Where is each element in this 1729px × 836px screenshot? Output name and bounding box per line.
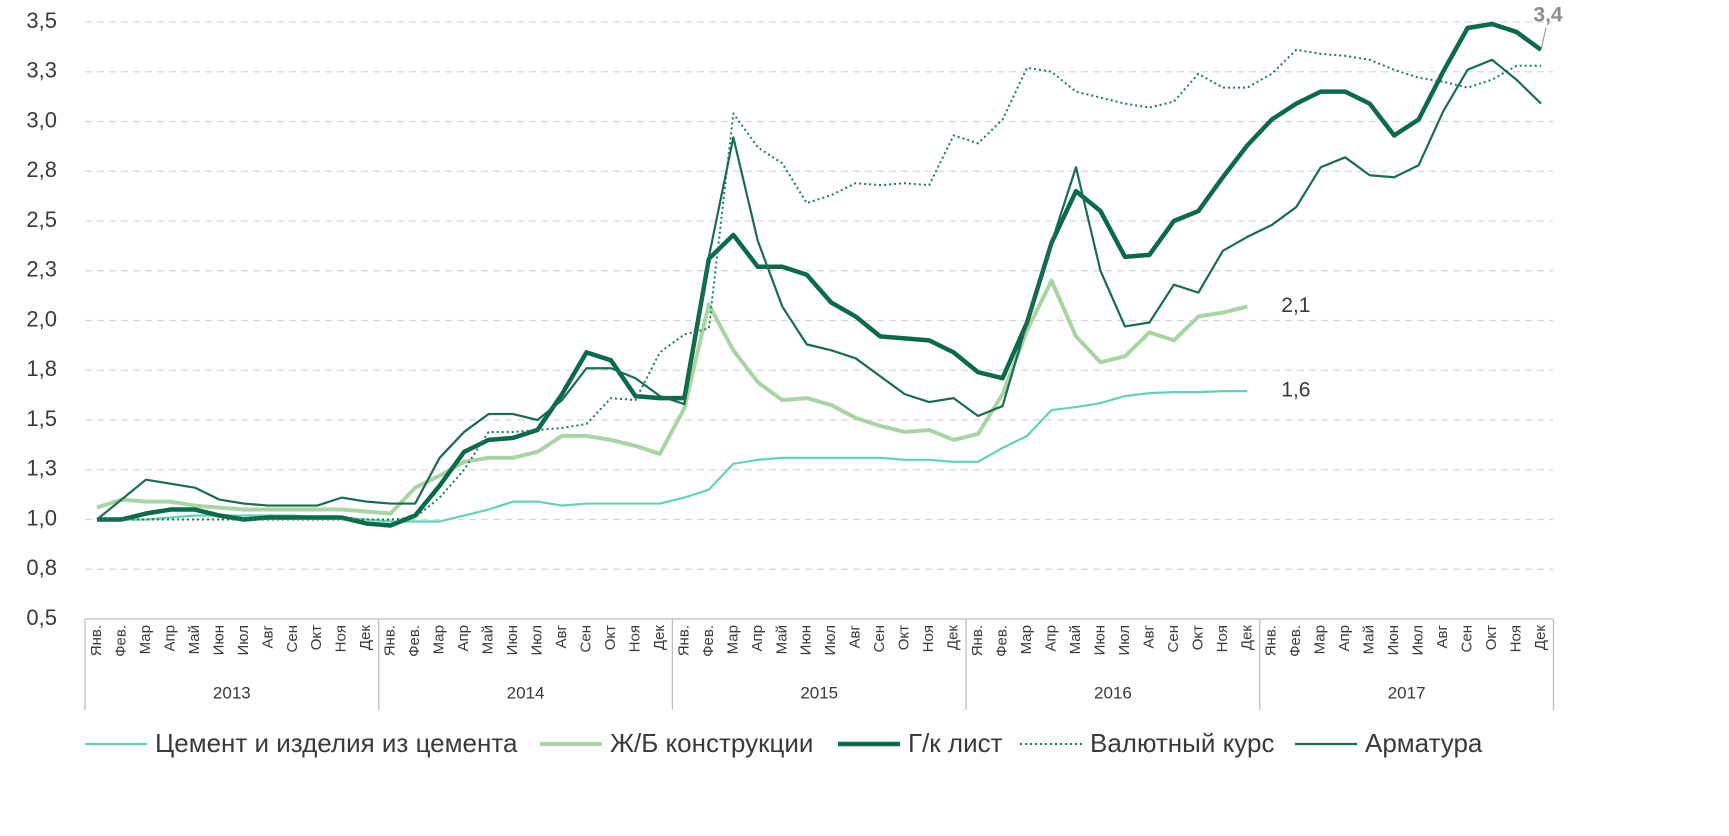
- series-line: [97, 21, 1543, 528]
- x-tick-label: Янв.: [1263, 625, 1280, 656]
- x-tick-label: Мар: [724, 625, 741, 654]
- y-tick-label: 3,3: [26, 58, 57, 83]
- x-tick-label: Окт: [896, 625, 913, 650]
- series-line: [96, 278, 1248, 516]
- x-tick-label: Авг: [553, 624, 570, 648]
- legend-label: Цемент и изделия из цемента: [155, 728, 518, 758]
- series-line: [97, 390, 1248, 523]
- x-tick-label: Мар: [431, 625, 448, 654]
- x-tick-label: Дек: [945, 625, 962, 651]
- x-tick-label: Сен: [871, 625, 888, 652]
- y-tick-label: 1,8: [26, 356, 57, 381]
- x-tick-label: Дек: [651, 625, 668, 651]
- x-tick-label: Янв.: [675, 625, 692, 656]
- x-tick-label: Дек: [1532, 625, 1549, 651]
- legend-label: Ж/Б конструкции: [610, 728, 813, 758]
- legend-label: Валютный курс: [1090, 728, 1274, 758]
- y-tick-label: 1,3: [26, 456, 57, 481]
- x-tick-label: Авг: [847, 624, 864, 648]
- x-tick-label: Май: [1067, 625, 1084, 654]
- x-tick-label: Авг: [1434, 624, 1451, 648]
- x-tick-label: Сен: [1165, 625, 1182, 652]
- x-tick-label: Ноя: [1214, 625, 1231, 652]
- x-tick-label: Май: [773, 625, 790, 654]
- end-label: 2,1: [1281, 294, 1310, 317]
- year-label: 2015: [800, 683, 838, 702]
- x-tick-label: Мар: [137, 625, 154, 654]
- x-tick-label: Апр: [161, 625, 178, 651]
- series-line: [96, 58, 1542, 521]
- y-tick-label: 1,0: [26, 505, 57, 530]
- x-tick-label: Авг: [259, 624, 276, 648]
- x-tick-label: Фев.: [994, 625, 1011, 657]
- x-tick-label: Июн: [504, 625, 521, 655]
- x-tick-label: Ноя: [333, 625, 350, 652]
- x-tick-label: Дек: [1238, 625, 1255, 651]
- x-tick-label: Июл: [529, 625, 546, 655]
- end-label: 1,6: [1281, 379, 1310, 402]
- legend-label: Г/к лист: [908, 728, 1003, 758]
- x-tick-label: Фев.: [700, 625, 717, 657]
- x-tick-label: Окт: [1189, 625, 1206, 650]
- x-tick-label: Апр: [455, 625, 472, 651]
- y-tick-label: 3,0: [26, 107, 57, 132]
- legend-label: Арматура: [1365, 728, 1483, 758]
- x-tick-label: Май: [1361, 625, 1378, 654]
- x-tick-label: Ноя: [1507, 625, 1524, 652]
- y-tick-label: 2,3: [26, 257, 57, 282]
- x-tick-label: Мар: [1312, 625, 1329, 654]
- x-tick-label: Фев.: [112, 625, 129, 657]
- y-tick-label: 2,8: [26, 157, 57, 182]
- x-tick-label: Июл: [235, 625, 252, 655]
- x-tick-label: Сен: [1459, 625, 1476, 652]
- x-tick-label: Июл: [822, 625, 839, 655]
- year-label: 2013: [213, 683, 251, 702]
- y-tick-label: 3,5: [26, 8, 57, 33]
- x-tick-label: Фев.: [406, 625, 423, 657]
- y-tick-label: 2,0: [26, 306, 57, 331]
- x-tick-label: Май: [186, 625, 203, 654]
- x-tick-label: Июн: [798, 625, 815, 655]
- x-tick-label: Июл: [1116, 625, 1133, 655]
- x-tick-label: Июн: [1385, 625, 1402, 655]
- x-tick-label: Окт: [602, 625, 619, 650]
- x-tick-label: Дек: [357, 625, 374, 651]
- x-tick-label: Июн: [210, 625, 227, 655]
- x-tick-label: Апр: [1336, 625, 1353, 651]
- x-tick-label: Окт: [308, 625, 325, 650]
- x-tick-label: Июн: [1091, 625, 1108, 655]
- y-tick-label: 0,5: [26, 605, 57, 630]
- x-tick-label: Окт: [1483, 625, 1500, 650]
- x-tick-label: Май: [480, 625, 497, 654]
- x-tick-label: Сен: [284, 625, 301, 652]
- end-label: 3,4: [1533, 3, 1563, 26]
- y-tick-label: 2,5: [26, 207, 57, 232]
- x-tick-label: Апр: [749, 625, 766, 651]
- year-label: 2014: [507, 683, 545, 702]
- x-tick-label: Авг: [1140, 624, 1157, 648]
- x-tick-label: Янв.: [88, 625, 105, 656]
- x-tick-label: Июл: [1410, 625, 1427, 655]
- x-tick-label: Апр: [1042, 625, 1059, 651]
- x-tick-label: Янв.: [969, 625, 986, 656]
- year-label: 2016: [1094, 683, 1132, 702]
- y-tick-label: 1,5: [26, 406, 57, 431]
- y-tick-label: 0,8: [26, 555, 57, 580]
- series-line: [97, 48, 1541, 521]
- x-tick-label: Ноя: [626, 625, 643, 652]
- year-label: 2017: [1388, 683, 1426, 702]
- x-tick-label: Фев.: [1287, 625, 1304, 657]
- x-tick-label: Янв.: [382, 625, 399, 656]
- end-label-leader: [1540, 27, 1547, 50]
- x-tick-label: Сен: [577, 625, 594, 652]
- x-tick-label: Ноя: [920, 625, 937, 652]
- x-tick-label: Мар: [1018, 625, 1035, 654]
